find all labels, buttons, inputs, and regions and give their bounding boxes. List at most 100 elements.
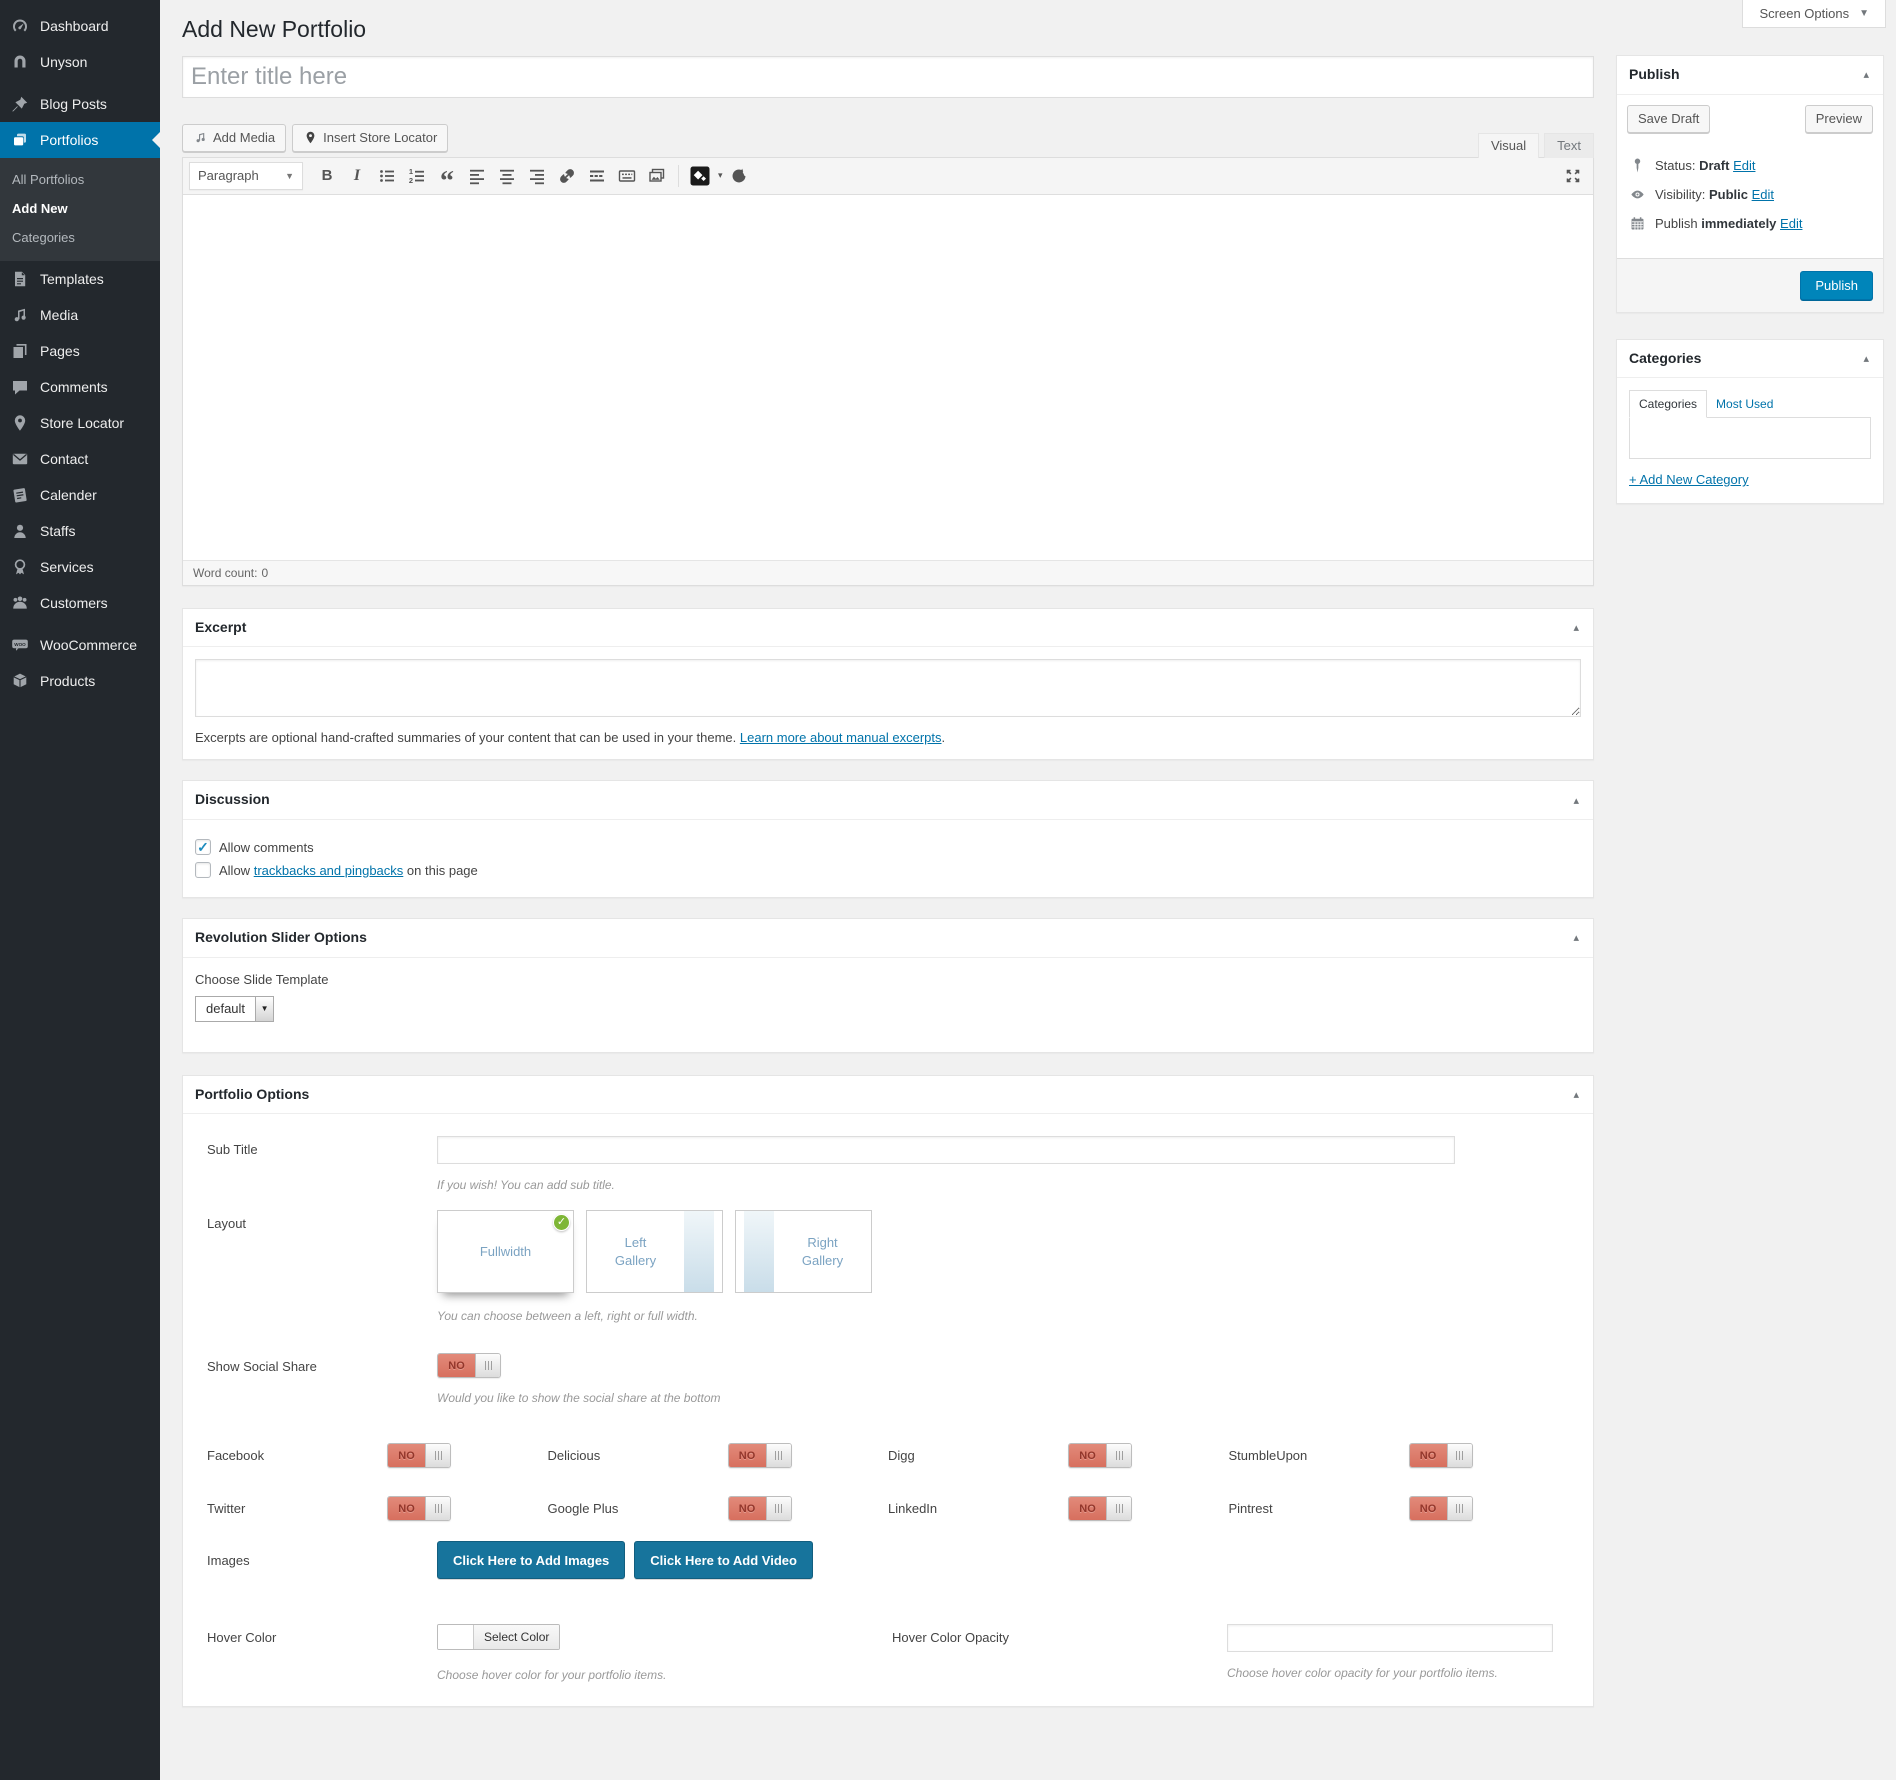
edit-status-link[interactable]: Edit	[1733, 158, 1755, 173]
sidebar-item-services[interactable]: Services	[0, 549, 160, 585]
tab-text[interactable]: Text	[1544, 133, 1594, 158]
edit-visibility-link[interactable]: Edit	[1752, 187, 1774, 202]
rev-slider-header[interactable]: Revolution Slider Options ▴	[183, 919, 1593, 958]
collapse-toggle-icon[interactable]: ▴	[1571, 621, 1581, 634]
excerpt-textarea[interactable]	[195, 659, 1581, 717]
sidebar-item-label: Templates	[40, 270, 104, 288]
submenu-categories[interactable]: Categories	[0, 223, 160, 252]
sidebar-item-templates[interactable]: Templates	[0, 261, 160, 297]
shortcode-caret-icon[interactable]: ▾	[718, 170, 723, 181]
pintrest-cell: Pintrest NO	[1229, 1496, 1570, 1521]
sidebar-item-staffs[interactable]: Staffs	[0, 513, 160, 549]
save-draft-button[interactable]: Save Draft	[1627, 105, 1710, 133]
slide-template-select[interactable]: default ▼	[195, 996, 274, 1022]
pintrest-toggle[interactable]: NO	[1409, 1496, 1473, 1521]
shortcode-button[interactable]	[686, 163, 714, 189]
refresh-button[interactable]	[725, 163, 753, 189]
add-images-button[interactable]: Click Here to Add Images	[437, 1541, 625, 1579]
insert-store-locator-button[interactable]: Insert Store Locator	[292, 124, 448, 152]
gallery-button[interactable]	[643, 163, 671, 189]
trackbacks-link[interactable]: trackbacks and pingbacks	[254, 863, 404, 878]
digg-toggle[interactable]: NO	[1068, 1443, 1132, 1468]
read-more-icon	[587, 166, 607, 186]
collapse-toggle-icon[interactable]: ▴	[1861, 68, 1871, 81]
sidebar-item-portfolios[interactable]: Portfolios	[0, 122, 160, 158]
paragraph-format-select[interactable]: Paragraph ▼	[189, 162, 303, 190]
editor-content-area[interactable]	[183, 195, 1593, 560]
post-title-input[interactable]	[182, 56, 1594, 98]
layout-option-left-gallery[interactable]: Left Gallery	[586, 1210, 723, 1293]
hover-opacity-input[interactable]	[1227, 1624, 1553, 1652]
italic-button[interactable]: I	[343, 163, 371, 189]
sidebar-item-store-locator[interactable]: Store Locator	[0, 405, 160, 441]
allow-comments-row: ✓ Allow comments	[195, 839, 1581, 855]
minor-publishing-actions: Save Draft Preview	[1617, 95, 1883, 143]
linkedin-toggle[interactable]: NO	[1068, 1496, 1132, 1521]
allow-comments-checkbox[interactable]: ✓	[195, 839, 211, 855]
sidebar-item-calender[interactable]: Calender	[0, 477, 160, 513]
submenu-all-portfolios[interactable]: All Portfolios	[0, 165, 160, 194]
categories-header[interactable]: Categories ▴	[1617, 340, 1883, 379]
allow-trackbacks-checkbox[interactable]	[195, 862, 211, 878]
sidebar-item-media[interactable]: Media	[0, 297, 160, 333]
numbered-list-button[interactable]: 12	[403, 163, 431, 189]
select-color-button[interactable]: Select Color	[437, 1624, 560, 1650]
stumbleupon-toggle[interactable]: NO	[1409, 1443, 1473, 1468]
submenu-add-new[interactable]: Add New	[0, 194, 160, 223]
collapse-toggle-icon[interactable]: ▴	[1571, 794, 1581, 807]
svg-text:1: 1	[409, 167, 413, 176]
add-new-category-link[interactable]: + Add New Category	[1629, 472, 1749, 487]
portfolio-options-header[interactable]: Portfolio Options ▴	[183, 1076, 1593, 1115]
linkedin-cell: LinkedIn NO	[888, 1496, 1229, 1521]
fullscreen-button[interactable]	[1559, 163, 1587, 189]
bullet-list-button[interactable]	[373, 163, 401, 189]
social-share-toggle[interactable]: NO	[437, 1353, 501, 1378]
align-left-button[interactable]	[463, 163, 491, 189]
blockquote-button[interactable]: “	[433, 163, 461, 189]
toolbar-toggle-button[interactable]	[613, 163, 641, 189]
collapse-toggle-icon[interactable]: ▴	[1571, 1088, 1581, 1101]
tab-all-categories[interactable]: Categories	[1629, 390, 1707, 418]
align-center-button[interactable]	[493, 163, 521, 189]
tab-visual[interactable]: Visual	[1478, 133, 1539, 158]
sidebar-item-contact[interactable]: Contact	[0, 441, 160, 477]
edit-schedule-link[interactable]: Edit	[1780, 216, 1802, 231]
sub-title-input[interactable]	[437, 1136, 1455, 1164]
discussion-header[interactable]: Discussion ▴	[183, 781, 1593, 820]
layout-option-right-gallery[interactable]: Right Gallery	[735, 1210, 872, 1293]
sidebar-item-unyson[interactable]: Unyson	[0, 44, 160, 80]
layout-option-fullwidth[interactable]: Fullwidth ✓	[437, 1210, 574, 1293]
sidebar-item-products[interactable]: Products	[0, 663, 160, 699]
publish-header[interactable]: Publish ▴	[1617, 56, 1883, 95]
sidebar-item-customers[interactable]: Customers	[0, 585, 160, 621]
publish-button[interactable]: Publish	[1800, 271, 1873, 300]
facebook-toggle[interactable]: NO	[387, 1443, 451, 1468]
discussion-title: Discussion	[195, 790, 270, 810]
screen-options-tab[interactable]: Screen Options ▼	[1742, 0, 1886, 28]
collapse-toggle-icon[interactable]: ▴	[1571, 931, 1581, 944]
twitter-toggle[interactable]: NO	[387, 1496, 451, 1521]
delicious-toggle[interactable]: NO	[728, 1443, 792, 1468]
sidebar-item-blog-posts[interactable]: Blog Posts	[0, 86, 160, 122]
sidebar-item-pages[interactable]: Pages	[0, 333, 160, 369]
add-media-button[interactable]: Add Media	[182, 124, 286, 152]
layout-help: You can choose between a left, right or …	[437, 1309, 1569, 1323]
excerpt-help-link[interactable]: Learn more about manual excerpts	[740, 730, 942, 745]
add-video-button[interactable]: Click Here to Add Video	[634, 1541, 813, 1579]
sidebar-item-woocommerce[interactable]: WOO WooCommerce	[0, 627, 160, 663]
toggle-handle	[1106, 1444, 1131, 1467]
excerpt-header[interactable]: Excerpt ▴	[183, 609, 1593, 648]
map-pin-icon	[303, 130, 318, 145]
sidebar-item-comments[interactable]: Comments	[0, 369, 160, 405]
link-button[interactable]	[553, 163, 581, 189]
tab-most-used[interactable]: Most Used	[1707, 391, 1782, 417]
category-list-panel[interactable]	[1629, 417, 1871, 459]
align-right-button[interactable]	[523, 163, 551, 189]
editor-tools-row: Add Media Insert Store Locator Visual Te…	[182, 124, 1594, 157]
read-more-button[interactable]	[583, 163, 611, 189]
collapse-toggle-icon[interactable]: ▴	[1861, 352, 1871, 365]
google-plus-toggle[interactable]: NO	[728, 1496, 792, 1521]
preview-button[interactable]: Preview	[1805, 105, 1873, 133]
bold-button[interactable]: B	[313, 163, 341, 189]
sidebar-item-dashboard[interactable]: Dashboard	[0, 8, 160, 44]
